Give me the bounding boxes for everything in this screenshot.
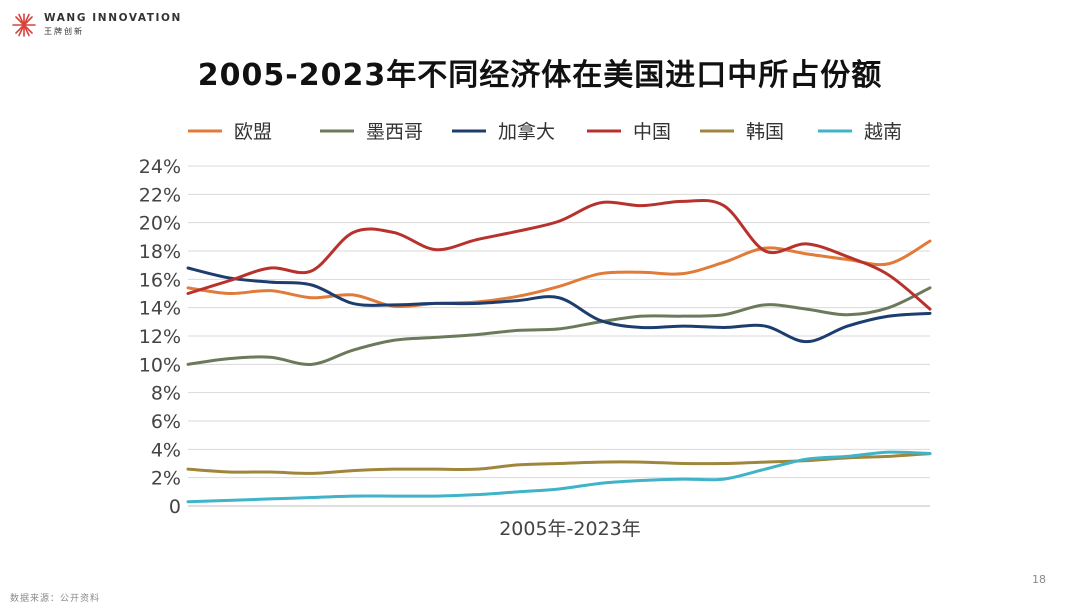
legend-item: 墨西哥: [320, 121, 423, 143]
y-tick-label: 6%: [151, 411, 181, 433]
legend-label: 加拿大: [498, 120, 555, 143]
y-axis-ticks: 0 2% 4% 6% 8% 10% 12% 14% 16% 18% 20% 22% 24%: [139, 156, 181, 518]
page-number: 18: [1032, 573, 1046, 586]
legend-label: 韩国: [746, 121, 784, 143]
legend-label: 欧盟: [234, 121, 272, 143]
y-tick-label: 16%: [139, 269, 181, 291]
series-line-2: [186, 286, 932, 366]
data-source-note: 数据来源：公开资料: [10, 594, 101, 604]
starburst-logo-icon: [12, 12, 36, 37]
brand-name: WANG INNOVATION: [44, 12, 182, 24]
y-tick-label: 2%: [151, 468, 181, 490]
y-tick-label: 0: [169, 496, 181, 518]
legend-item: 越南: [818, 121, 902, 143]
series-line-6: [186, 450, 932, 504]
legend-item: 加拿大: [452, 120, 555, 143]
legend-item: 欧盟: [188, 121, 272, 143]
legend-item: 韩国: [700, 121, 784, 143]
y-tick-label: 18%: [139, 241, 181, 263]
series-lines: [186, 198, 932, 504]
legend-label: 墨西哥: [366, 121, 423, 143]
legend-label: 越南: [864, 121, 902, 143]
series-line-4: [186, 198, 932, 311]
y-tick-label: 8%: [151, 383, 181, 405]
y-tick-label: 10%: [139, 354, 181, 376]
series-line-3: [186, 266, 932, 344]
y-tick-label: 12%: [139, 326, 181, 348]
legend-item: 中国: [587, 121, 671, 143]
legend-label: 中国: [633, 121, 671, 143]
brand-subtitle: 王牌创新: [44, 27, 84, 36]
y-tick-label: 24%: [139, 156, 181, 178]
y-tick-label: 22%: [139, 184, 181, 206]
gridlines: [188, 165, 930, 507]
brand-logo: WANG INNOVATION 王牌创新: [12, 12, 182, 37]
x-axis-label: 2005年-2023年: [499, 518, 641, 540]
legend: 欧盟 墨西哥 加拿大 中国 韩国 越南: [188, 120, 902, 143]
y-tick-label: 20%: [139, 213, 181, 235]
page-title: 2005-2023年不同经济体在美国进口中所占份额: [197, 58, 883, 93]
y-tick-label: 14%: [139, 298, 181, 320]
y-tick-label: 4%: [151, 439, 181, 461]
series-line-1: [186, 239, 932, 309]
